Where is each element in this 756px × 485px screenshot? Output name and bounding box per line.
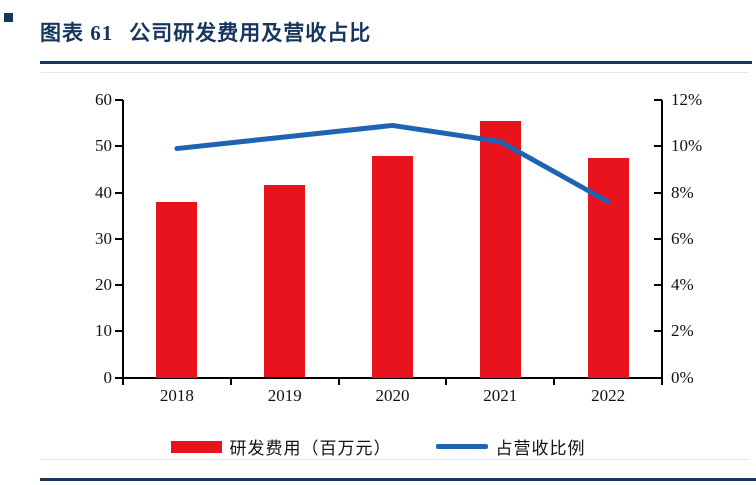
- left-axis-tick-label: 0: [103, 367, 113, 387]
- x-axis-tick-mark: [337, 377, 340, 385]
- left-axis-tick-label: 60: [95, 90, 112, 109]
- left-axis-tick-mark: [115, 99, 123, 101]
- title-divider: [40, 61, 752, 64]
- bar-2019: [264, 184, 306, 378]
- right-axis-tick-label: 10%: [671, 136, 703, 156]
- right-axis-tick-label: 4%: [671, 275, 694, 294]
- left-axis-tick-label: 30: [95, 228, 112, 248]
- bar-2018: [156, 201, 198, 378]
- left-axis-tick-mark: [115, 237, 123, 240]
- right-axis-tick-label: 6%: [671, 228, 694, 248]
- right-axis-tick-label: 2%: [671, 321, 694, 341]
- left-axis-tick-mark: [115, 284, 123, 286]
- line-legend-label: 占营收比例: [495, 439, 586, 458]
- right-axis-tick-mark: [654, 237, 662, 240]
- right-axis-tick-mark: [654, 376, 662, 379]
- chart-frame-top-border: [41, 72, 749, 73]
- right-axis-tick-mark: [654, 145, 662, 148]
- x-axis-tick-mark: [122, 377, 124, 385]
- x-axis-category-label: 2021: [483, 386, 518, 405]
- line-legend-swatch: [435, 444, 488, 449]
- left-axis-tick-mark: [115, 191, 123, 194]
- legend-item-line: 占营收比例: [435, 434, 586, 459]
- right-axis-tick-mark: [654, 330, 662, 333]
- x-axis-tick-mark: [445, 377, 448, 385]
- page-corner-mark: [4, 13, 13, 22]
- bar-2021: [479, 120, 521, 378]
- left-axis-tick-mark: [115, 376, 123, 379]
- right-y-axis: [661, 100, 663, 379]
- figure-label: 图表 61: [40, 21, 114, 45]
- left-axis-tick-mark: [115, 330, 123, 333]
- right-axis-tick-mark: [654, 191, 662, 194]
- bar-2022: [587, 157, 629, 378]
- x-axis-tick-mark: [229, 377, 232, 385]
- bar-legend-swatch: [170, 440, 222, 453]
- page-bottom-divider: [40, 478, 756, 481]
- chart-frame-bottom-border: [41, 459, 749, 460]
- x-axis-tick-mark: [553, 377, 556, 385]
- bar-legend-label: 研发费用（百万元）: [229, 439, 392, 458]
- left-axis-tick-mark: [115, 145, 123, 148]
- bar-2020: [372, 155, 413, 378]
- left-axis-tick-label: 10: [95, 321, 112, 341]
- chart-legend: 研发费用（百万元） 占营收比例: [0, 434, 756, 459]
- left-axis-tick-label: 20: [95, 275, 112, 294]
- left-y-axis: [122, 100, 124, 379]
- x-axis-category-label: 2019: [267, 386, 302, 405]
- x-axis-category-label: 2020: [375, 386, 410, 405]
- right-axis-tick-mark: [654, 284, 662, 286]
- right-axis-tick-label: 0%: [671, 367, 694, 387]
- x-axis-category-label: 2018: [159, 386, 194, 405]
- figure-title: 图表 61 公司研发费用及营收占比: [40, 17, 740, 47]
- legend-item-bar: 研发费用（百万元）: [170, 434, 392, 459]
- left-axis-tick-label: 40: [95, 182, 112, 202]
- x-axis-tick-mark: [661, 377, 663, 385]
- figure-title-text: 公司研发费用及营收占比: [129, 21, 372, 45]
- right-axis-tick-mark: [654, 99, 662, 101]
- right-axis-tick-label: 8%: [671, 182, 694, 202]
- right-axis-tick-label: 12%: [671, 90, 703, 109]
- x-axis-category-label: 2022: [591, 386, 626, 405]
- x-axis: [122, 377, 663, 379]
- left-axis-tick-label: 50: [95, 136, 112, 156]
